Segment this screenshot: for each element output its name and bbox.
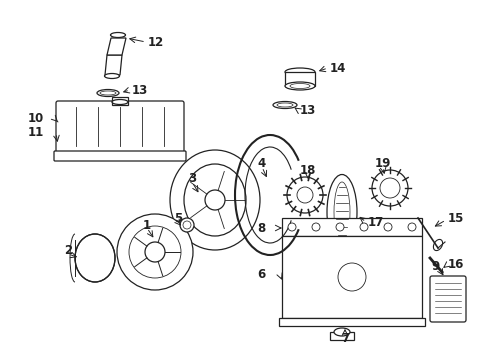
Circle shape bbox=[296, 187, 312, 203]
FancyBboxPatch shape bbox=[429, 276, 465, 322]
Bar bbox=[285, 72, 314, 86]
Bar bbox=[112, 97, 128, 105]
FancyBboxPatch shape bbox=[56, 101, 183, 154]
Ellipse shape bbox=[112, 99, 128, 104]
Text: 5: 5 bbox=[174, 212, 182, 225]
Polygon shape bbox=[107, 38, 126, 55]
Text: 4: 4 bbox=[257, 157, 265, 170]
Text: 2: 2 bbox=[64, 243, 72, 256]
Ellipse shape bbox=[104, 73, 119, 78]
Circle shape bbox=[407, 223, 415, 231]
Circle shape bbox=[145, 242, 164, 262]
Circle shape bbox=[204, 190, 224, 210]
Ellipse shape bbox=[333, 328, 349, 336]
Text: 11: 11 bbox=[28, 126, 44, 139]
Ellipse shape bbox=[180, 218, 194, 232]
Polygon shape bbox=[105, 55, 122, 75]
Ellipse shape bbox=[183, 164, 245, 236]
Text: 6: 6 bbox=[256, 269, 264, 282]
Circle shape bbox=[117, 214, 193, 290]
Bar bbox=[279, 318, 424, 326]
Circle shape bbox=[359, 223, 367, 231]
Circle shape bbox=[379, 178, 399, 198]
Text: 13: 13 bbox=[299, 104, 316, 117]
Ellipse shape bbox=[100, 91, 116, 95]
Text: 17: 17 bbox=[367, 216, 384, 229]
Ellipse shape bbox=[97, 90, 119, 96]
Text: 13: 13 bbox=[132, 84, 148, 96]
Circle shape bbox=[371, 170, 407, 206]
Ellipse shape bbox=[285, 82, 314, 90]
Ellipse shape bbox=[183, 221, 191, 229]
Text: 7: 7 bbox=[340, 332, 348, 345]
Ellipse shape bbox=[110, 32, 125, 37]
Bar bbox=[282, 218, 421, 236]
Bar bbox=[282, 236, 421, 318]
Ellipse shape bbox=[272, 102, 296, 108]
Circle shape bbox=[287, 223, 295, 231]
Circle shape bbox=[335, 223, 343, 231]
Text: 3: 3 bbox=[187, 171, 196, 185]
Ellipse shape bbox=[289, 84, 309, 89]
Circle shape bbox=[383, 223, 391, 231]
Circle shape bbox=[337, 263, 365, 291]
Ellipse shape bbox=[276, 103, 292, 107]
Circle shape bbox=[311, 223, 319, 231]
Bar bbox=[329, 332, 353, 340]
FancyBboxPatch shape bbox=[54, 151, 185, 161]
Text: 18: 18 bbox=[299, 163, 316, 176]
Circle shape bbox=[129, 226, 181, 278]
Text: 10: 10 bbox=[28, 112, 44, 125]
Text: 9: 9 bbox=[430, 261, 438, 274]
Ellipse shape bbox=[333, 182, 349, 242]
Text: 16: 16 bbox=[447, 258, 464, 271]
Text: 8: 8 bbox=[256, 221, 264, 234]
Ellipse shape bbox=[170, 150, 260, 250]
Circle shape bbox=[286, 177, 323, 213]
Ellipse shape bbox=[75, 234, 115, 282]
Ellipse shape bbox=[285, 68, 314, 76]
Text: 12: 12 bbox=[148, 36, 164, 49]
Text: 15: 15 bbox=[447, 212, 464, 225]
Text: 14: 14 bbox=[329, 62, 346, 75]
Ellipse shape bbox=[326, 175, 356, 249]
Text: 1: 1 bbox=[142, 219, 151, 231]
Text: 19: 19 bbox=[374, 157, 390, 170]
